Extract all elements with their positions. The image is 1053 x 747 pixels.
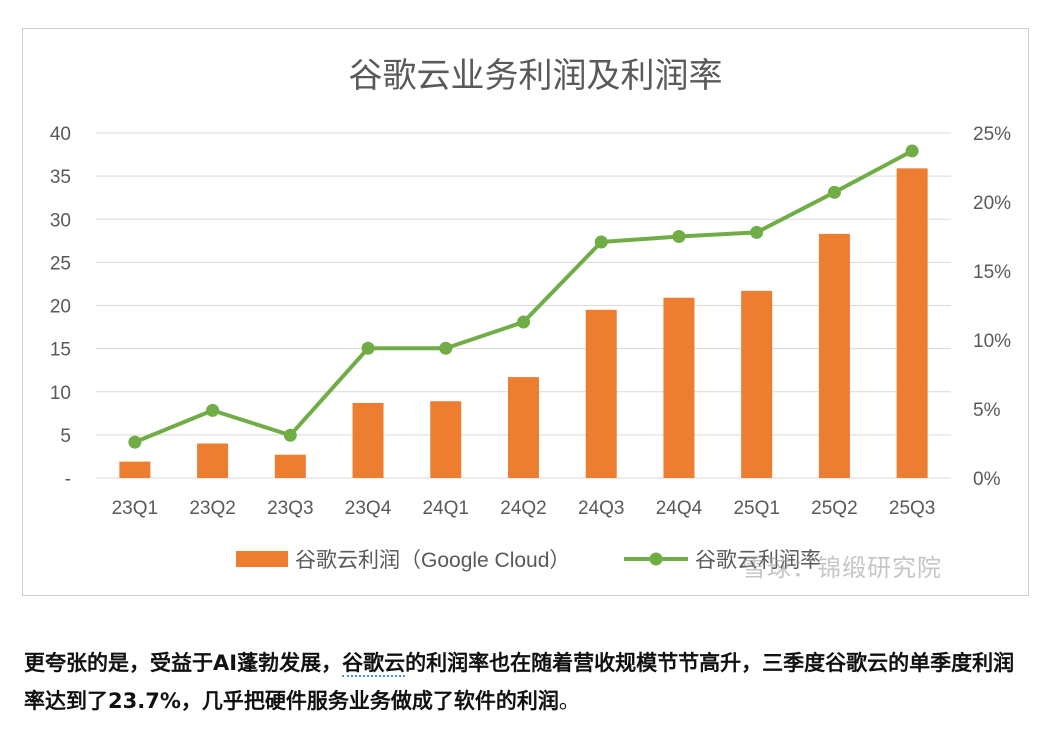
margin-point [439, 341, 453, 355]
y-left-tick-label: 30 [50, 210, 71, 231]
x-tick-label: 24Q3 [578, 498, 624, 519]
y-left-tick-label: 35 [50, 167, 71, 188]
y-right-tick-label: 5% [973, 400, 1001, 421]
margin-point [594, 235, 608, 249]
margin-point [905, 144, 919, 158]
y-right-tick-label: 0% [973, 469, 1001, 490]
margin-point [206, 403, 220, 417]
x-tick-label: 24Q1 [423, 498, 469, 519]
legend-bar-label: 谷歌云利润（Google Cloud） [295, 549, 570, 572]
margin-point [827, 185, 841, 199]
y-left-tick-label: 5 [60, 426, 71, 447]
x-tick-label: 23Q3 [267, 498, 313, 519]
google-cloud-link[interactable]: 谷歌云 [342, 651, 406, 677]
x-tick-label: 24Q2 [500, 498, 546, 519]
chart-frame: 谷歌云业务利润及利润率 - 5 10 15 20 25 30 35 40 0% 5% 10% 15% 20%… [22, 28, 1029, 596]
y-left-tick-label: 10 [50, 383, 71, 404]
x-tick-label: 23Q2 [189, 498, 235, 519]
y-left-tick-label: 40 [50, 124, 71, 145]
caption-part2: 的利润率也在随着营收规模节节高升，三季度谷歌云的单季度利润率达到了23.7%，几… [24, 651, 1015, 713]
profit-bar [508, 377, 539, 478]
margin-point [517, 315, 530, 329]
margin-point [361, 341, 375, 355]
profit-bar [585, 309, 617, 478]
y-right-tick-label: 15% [973, 262, 1011, 283]
profit-bar [741, 290, 773, 478]
legend-bar-swatch [236, 551, 288, 567]
article-caption: 更夸张的是，受益于AI蓬勃发展，谷歌云的利润率也在随着营收规模节节高升，三季度谷… [24, 644, 1034, 720]
x-tick-label: 24Q4 [656, 498, 703, 519]
x-tick-label: 25Q3 [889, 498, 935, 519]
x-tick-label: 25Q2 [811, 498, 857, 519]
profit-bar [274, 454, 306, 478]
margin-point [283, 428, 297, 442]
legend-line-label: 谷歌云利润率 [695, 549, 821, 572]
legend-line-marker [649, 552, 663, 566]
profit-bar [896, 168, 928, 479]
margin-point [128, 435, 142, 449]
profit-bar [197, 443, 229, 478]
profit-chart: 谷歌云业务利润及利润率 - 5 10 15 20 25 30 35 40 0% 5% 10% 15% 20%… [50, 57, 1011, 572]
y-left-tick-label: - [65, 469, 71, 490]
chart-title: 谷歌云业务利润及利润率 [349, 57, 723, 95]
y-left-tick-label: 20 [50, 297, 71, 318]
y-left-tick-label: 15 [50, 340, 71, 361]
margin-point [750, 225, 764, 239]
profit-bar [663, 297, 695, 478]
margin-point [672, 230, 686, 243]
profit-bar [119, 461, 151, 478]
caption-end: 。 [558, 689, 580, 713]
x-tick-label: 23Q4 [345, 498, 392, 519]
profit-bar [352, 402, 384, 478]
y-right-tick-label: 25% [973, 124, 1011, 145]
profit-bar [818, 233, 850, 478]
x-tick-label: 25Q1 [733, 498, 779, 519]
y-right-tick-label: 10% [973, 331, 1011, 352]
caption-part1: 更夸张的是，受益于AI蓬勃发展， [24, 651, 343, 675]
x-tick-label: 23Q1 [112, 498, 158, 519]
y-right-tick-label: 20% [973, 193, 1011, 214]
y-left-tick-label: 25 [50, 253, 71, 274]
watermark: 雪球：锦缎研究院 [742, 554, 942, 582]
profit-bar [430, 401, 462, 478]
